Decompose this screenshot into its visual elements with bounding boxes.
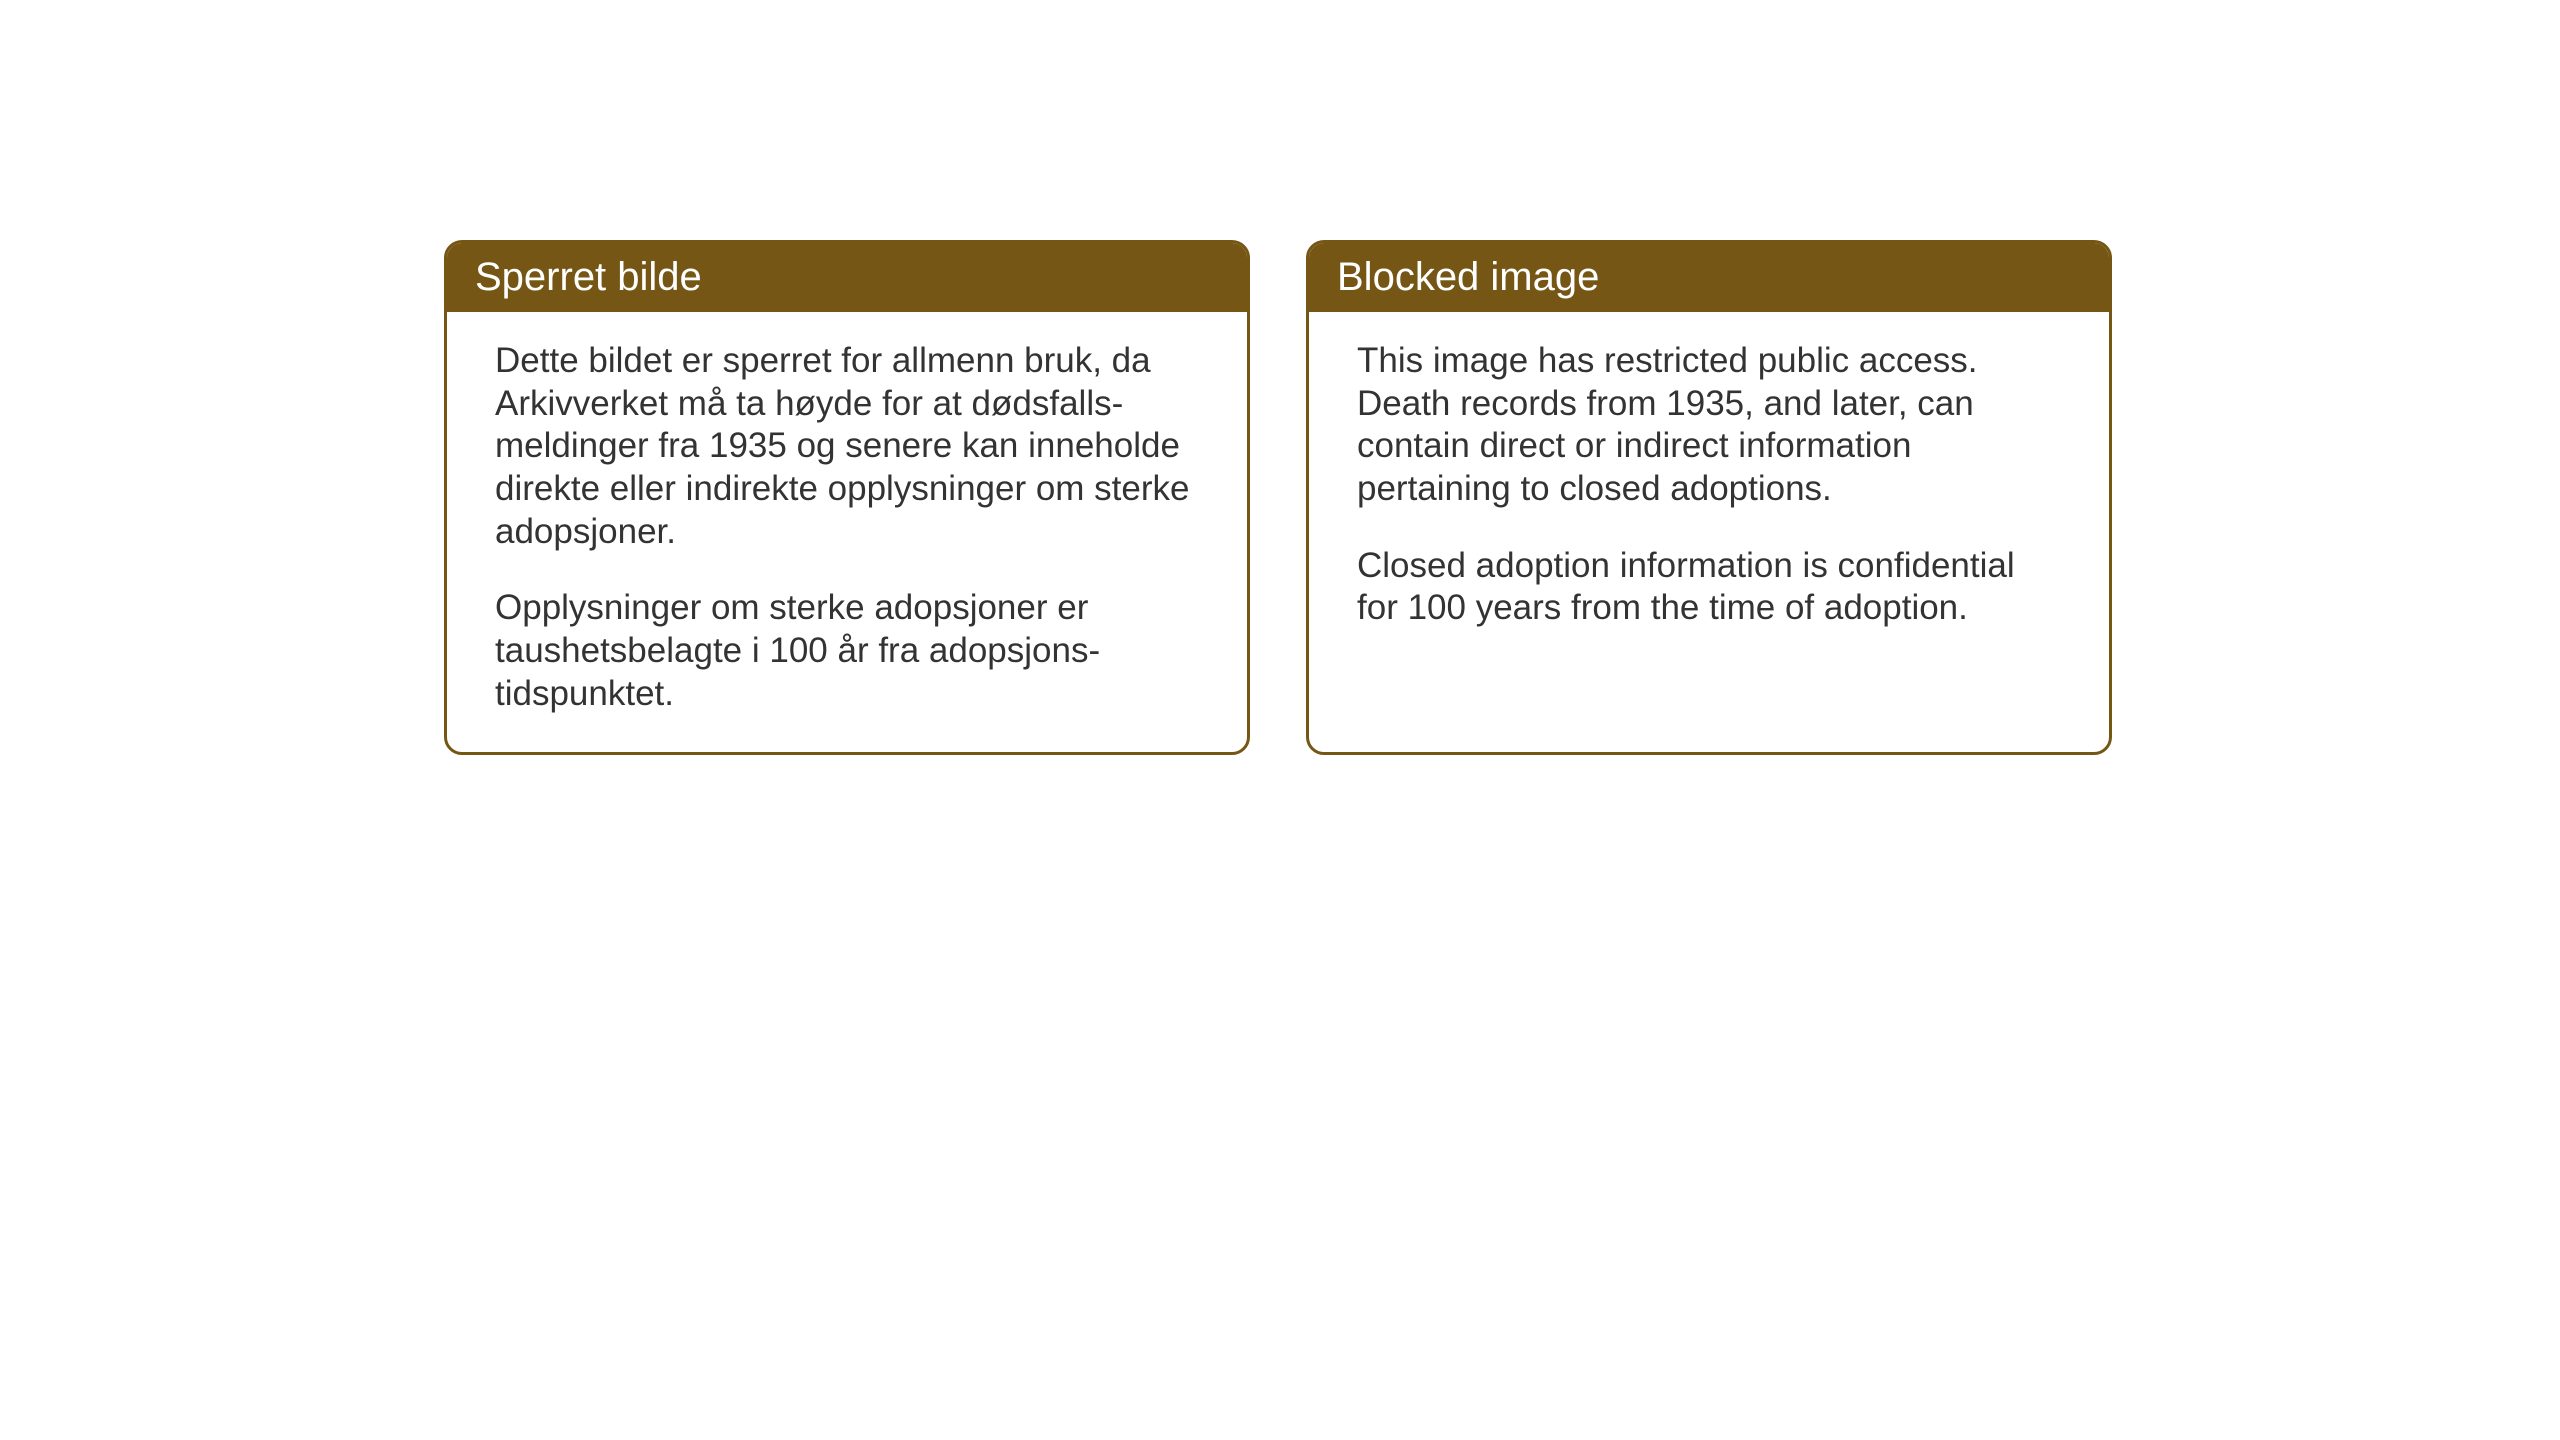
card-header-norwegian: Sperret bilde	[447, 243, 1247, 312]
card-paragraph1-english: This image has restricted public access.…	[1357, 340, 2061, 511]
card-body-english: This image has restricted public access.…	[1309, 312, 2109, 732]
card-header-english: Blocked image	[1309, 243, 2109, 312]
card-title-english: Blocked image	[1337, 255, 1599, 299]
card-body-norwegian: Dette bildet er sperret for allmenn bruk…	[447, 312, 1247, 752]
card-paragraph2-norwegian: Opplysninger om sterke adopsjoner er tau…	[495, 587, 1199, 715]
card-title-norwegian: Sperret bilde	[475, 255, 702, 299]
card-paragraph2-english: Closed adoption information is confident…	[1357, 545, 2061, 630]
cards-container: Sperret bilde Dette bildet er sperret fo…	[444, 240, 2112, 755]
card-paragraph1-norwegian: Dette bildet er sperret for allmenn bruk…	[495, 340, 1199, 553]
card-english: Blocked image This image has restricted …	[1306, 240, 2112, 755]
card-norwegian: Sperret bilde Dette bildet er sperret fo…	[444, 240, 1250, 755]
